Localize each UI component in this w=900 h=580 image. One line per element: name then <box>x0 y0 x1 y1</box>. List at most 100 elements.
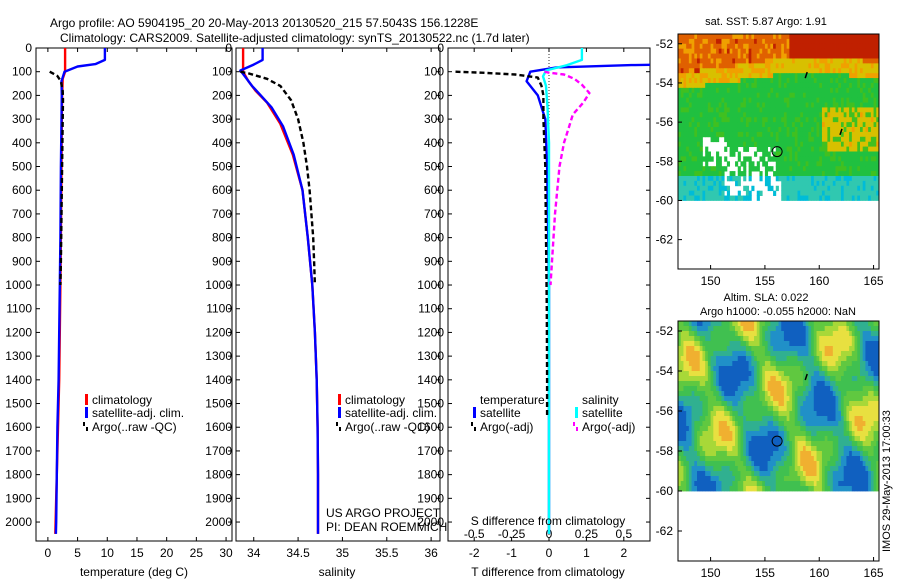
heatmap-cell <box>816 185 820 192</box>
heatmap-cell <box>786 92 790 99</box>
heatmap-cell <box>876 87 880 94</box>
heatmap-cell <box>751 406 755 412</box>
heatmap-cell <box>802 87 807 94</box>
heatmap-cell <box>773 82 777 89</box>
heatmap-cell <box>751 122 755 128</box>
heatmap-cell <box>802 136 807 143</box>
heatmap-cell <box>678 356 682 362</box>
heatmap-cell <box>691 156 695 162</box>
heatmap-cell <box>694 63 698 69</box>
heatmap-cell <box>748 131 752 138</box>
heatmap-cell <box>800 171 804 177</box>
heatmap-cell <box>748 175 752 182</box>
heatmap-cell <box>873 82 877 89</box>
heatmap-cell <box>849 381 853 387</box>
heatmap-cell <box>721 122 725 128</box>
heatmap-cell <box>862 416 866 422</box>
heatmap-cell <box>800 341 804 347</box>
heatmap-cell <box>832 376 836 382</box>
heatmap-cell <box>800 391 804 397</box>
heatmap-cell <box>868 53 872 59</box>
heatmap-cell <box>859 426 864 432</box>
heatmap-cell <box>729 48 733 54</box>
heatmap-cell <box>800 82 804 89</box>
heatmap-cell <box>792 391 796 397</box>
heatmap-cell <box>859 112 864 118</box>
heatmap-cell <box>870 321 874 327</box>
heatmap-cell <box>697 381 701 387</box>
heatmap-cell <box>843 68 847 74</box>
heatmap-cell <box>819 421 823 427</box>
heatmap-cell <box>800 456 804 462</box>
heatmap-cell <box>724 401 728 407</box>
heatmap-cell <box>702 58 706 64</box>
heatmap-cell <box>862 92 866 99</box>
x-tick-label: -1 <box>506 546 517 560</box>
heatmap-cell <box>680 127 684 133</box>
heatmap-cell <box>865 131 869 138</box>
heatmap-cell <box>678 156 682 162</box>
heatmap-cell <box>718 156 722 162</box>
heatmap-cell <box>819 185 823 192</box>
heatmap-cell <box>846 92 850 99</box>
heatmap-cell <box>865 102 869 108</box>
heatmap-cell <box>729 401 733 407</box>
heatmap-cell <box>756 48 760 54</box>
heatmap-cell <box>824 356 828 362</box>
heatmap-cell <box>756 341 760 347</box>
heatmap-cell <box>873 63 877 69</box>
heatmap-cell <box>773 381 777 387</box>
heatmap-cell <box>813 185 817 192</box>
heatmap-cell <box>754 102 758 108</box>
heatmap-cell <box>846 171 850 177</box>
heatmap-cell <box>713 112 717 118</box>
heatmap-cell <box>710 346 714 352</box>
heatmap-cell <box>800 68 804 74</box>
heatmap-cell <box>724 53 728 59</box>
heatmap-cell <box>846 406 850 412</box>
heatmap-cell <box>859 451 864 457</box>
heatmap-cell <box>865 426 869 432</box>
heatmap-cell <box>794 386 798 392</box>
heatmap-cell <box>840 97 845 103</box>
heatmap-cell <box>840 416 845 422</box>
heatmap-cell <box>707 87 711 94</box>
heatmap-cell <box>802 346 807 352</box>
heatmap-cell <box>678 351 682 357</box>
heatmap-cell <box>762 53 766 59</box>
heatmap-cell <box>846 451 850 457</box>
heatmap-cell <box>724 371 728 377</box>
heatmap-cell <box>781 331 785 337</box>
heatmap-cell <box>783 58 788 64</box>
heatmap-cell <box>773 326 777 332</box>
heatmap-cell <box>767 441 771 447</box>
heatmap-cell <box>838 107 842 113</box>
heatmap-cell <box>710 127 714 133</box>
heatmap-cell <box>838 376 842 382</box>
heatmap-cell <box>800 112 804 118</box>
heatmap-cell <box>811 151 815 157</box>
heatmap-cell <box>838 361 842 367</box>
heatmap-cell <box>802 451 807 457</box>
heatmap-cell <box>794 190 798 196</box>
heatmap-cell <box>724 117 728 123</box>
heatmap-cell <box>854 401 858 407</box>
heatmap-cell <box>702 131 706 138</box>
heatmap-cell <box>754 117 758 123</box>
heatmap-cell <box>865 451 869 457</box>
heatmap-cell <box>680 151 684 157</box>
heatmap-cell <box>691 53 695 59</box>
heatmap-cell <box>764 107 769 113</box>
heatmap-cell <box>868 411 872 417</box>
heatmap-cell <box>786 63 790 69</box>
heatmap-cell <box>854 451 858 457</box>
heatmap-cell <box>683 466 687 472</box>
heatmap-cell <box>775 321 779 327</box>
heatmap-cell <box>821 436 826 442</box>
heatmap-cell <box>813 406 817 412</box>
heatmap-cell <box>854 53 858 59</box>
heatmap-cell <box>702 78 706 84</box>
heatmap-cell <box>792 63 796 69</box>
heatmap-cell <box>786 141 790 148</box>
heatmap-cell <box>729 117 733 123</box>
